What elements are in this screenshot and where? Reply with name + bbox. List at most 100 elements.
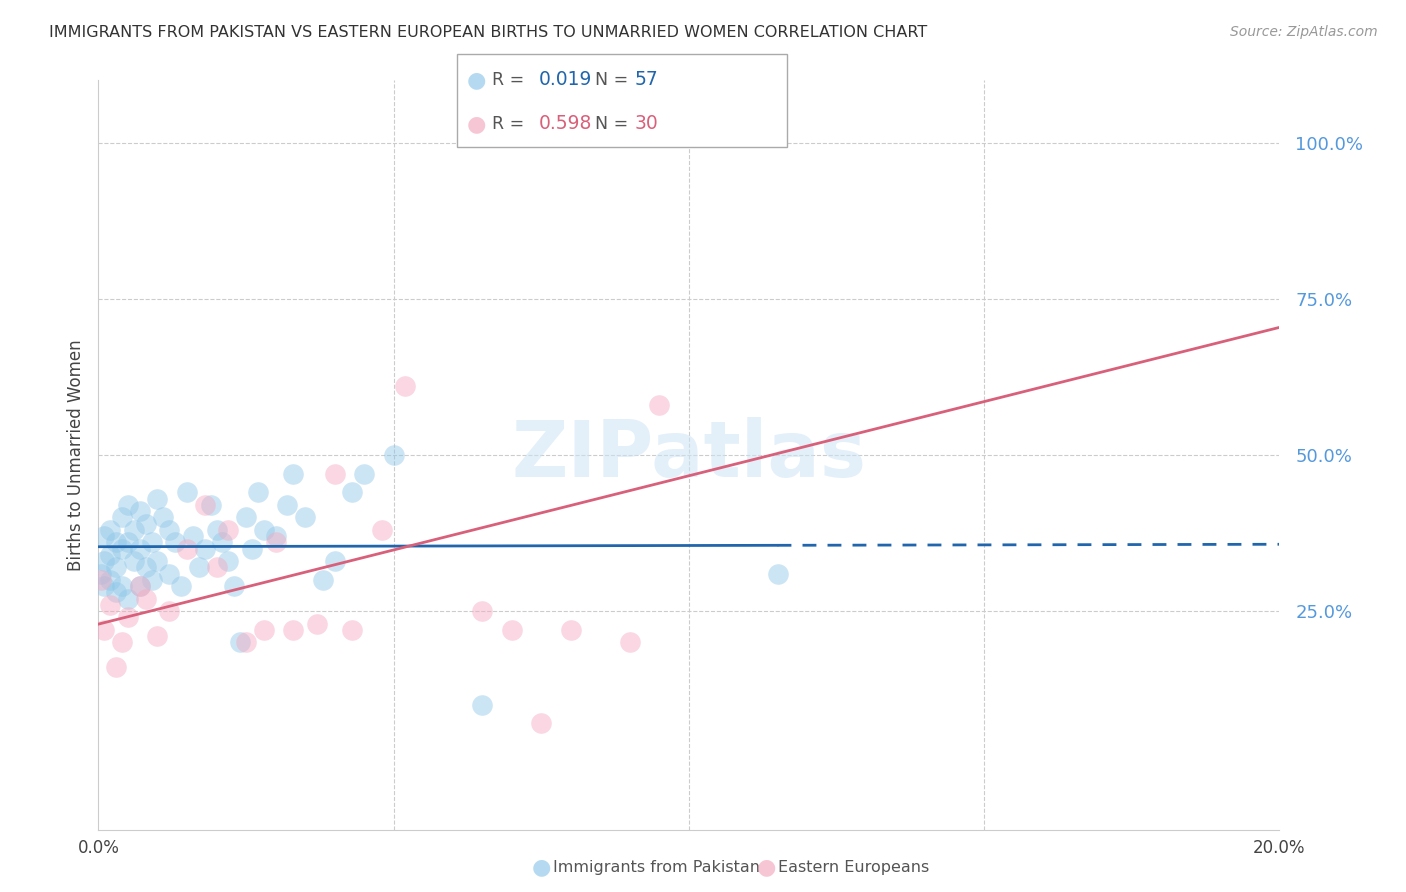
Point — [530, 716, 553, 731]
Point — [305, 616, 328, 631]
Point — [111, 541, 134, 556]
Point — [264, 535, 287, 549]
Point — [90, 566, 112, 581]
Point — [176, 485, 198, 500]
Point — [152, 510, 174, 524]
Point — [98, 548, 121, 562]
Text: 30: 30 — [634, 114, 658, 133]
Point — [135, 591, 157, 606]
Point — [200, 498, 222, 512]
Text: N =: N = — [595, 70, 634, 88]
Y-axis label: Births to Unmarried Women: Births to Unmarried Women — [66, 339, 84, 571]
Point — [128, 579, 150, 593]
Point — [264, 529, 287, 543]
Point — [128, 541, 150, 556]
Point — [294, 510, 316, 524]
Text: ●: ● — [467, 114, 486, 134]
Text: 0.019: 0.019 — [538, 70, 592, 89]
Point — [312, 573, 335, 587]
Point — [90, 573, 112, 587]
Point — [235, 510, 257, 524]
Point — [157, 523, 180, 537]
Point — [146, 554, 169, 568]
Point — [394, 379, 416, 393]
Point — [111, 510, 134, 524]
Point — [146, 629, 169, 643]
Point — [117, 591, 139, 606]
Point — [194, 541, 217, 556]
Point — [323, 554, 346, 568]
Text: R =: R = — [492, 70, 530, 88]
Point — [98, 573, 121, 587]
Point — [170, 579, 193, 593]
Point — [217, 554, 239, 568]
Point — [93, 623, 115, 637]
Text: 57: 57 — [634, 70, 658, 89]
Point — [105, 535, 128, 549]
Point — [128, 579, 150, 593]
Text: IMMIGRANTS FROM PAKISTAN VS EASTERN EUROPEAN BIRTHS TO UNMARRIED WOMEN CORRELATI: IMMIGRANTS FROM PAKISTAN VS EASTERN EURO… — [49, 25, 928, 40]
Point — [122, 523, 145, 537]
Point — [619, 635, 641, 649]
Point — [211, 535, 233, 549]
Point — [157, 566, 180, 581]
Point — [235, 635, 257, 649]
Point — [135, 516, 157, 531]
Point — [117, 610, 139, 624]
Text: Eastern Europeans: Eastern Europeans — [778, 860, 929, 874]
Point — [98, 598, 121, 612]
Point — [93, 579, 115, 593]
Point — [766, 566, 789, 581]
Point — [111, 579, 134, 593]
Point — [141, 573, 163, 587]
Text: Source: ZipAtlas.com: Source: ZipAtlas.com — [1230, 25, 1378, 39]
Point — [382, 448, 405, 462]
Point — [276, 498, 298, 512]
Text: R =: R = — [492, 115, 530, 133]
Point — [371, 523, 394, 537]
Point — [157, 604, 180, 618]
Point — [135, 560, 157, 574]
Point — [253, 623, 276, 637]
Point — [246, 485, 269, 500]
Point — [283, 467, 305, 481]
Point — [217, 523, 239, 537]
Point — [181, 529, 204, 543]
Point — [560, 623, 582, 637]
Point — [176, 541, 198, 556]
Point — [240, 541, 263, 556]
Point — [122, 554, 145, 568]
Point — [501, 623, 523, 637]
Point — [471, 604, 494, 618]
Point — [105, 660, 128, 674]
Point — [342, 485, 364, 500]
Point — [283, 623, 305, 637]
Point — [187, 560, 209, 574]
Text: N =: N = — [595, 115, 634, 133]
Point — [117, 535, 139, 549]
Point — [707, 117, 730, 131]
Point — [105, 560, 128, 574]
Point — [146, 491, 169, 506]
Point — [117, 498, 139, 512]
Point — [253, 523, 276, 537]
Point — [111, 635, 134, 649]
Point — [648, 398, 671, 412]
Text: ZIPatlas: ZIPatlas — [512, 417, 866, 493]
Point — [93, 554, 115, 568]
Point — [205, 560, 228, 574]
Point — [165, 535, 187, 549]
Point — [471, 698, 494, 712]
Text: Immigrants from Pakistan: Immigrants from Pakistan — [553, 860, 759, 874]
Point — [93, 529, 115, 543]
Point — [229, 635, 252, 649]
Text: ●: ● — [531, 857, 551, 877]
Point — [205, 523, 228, 537]
Text: 0.598: 0.598 — [538, 114, 592, 133]
Point — [141, 535, 163, 549]
Text: ●: ● — [467, 70, 486, 90]
Point — [128, 504, 150, 518]
Point — [323, 467, 346, 481]
Point — [194, 498, 217, 512]
Point — [224, 579, 246, 593]
